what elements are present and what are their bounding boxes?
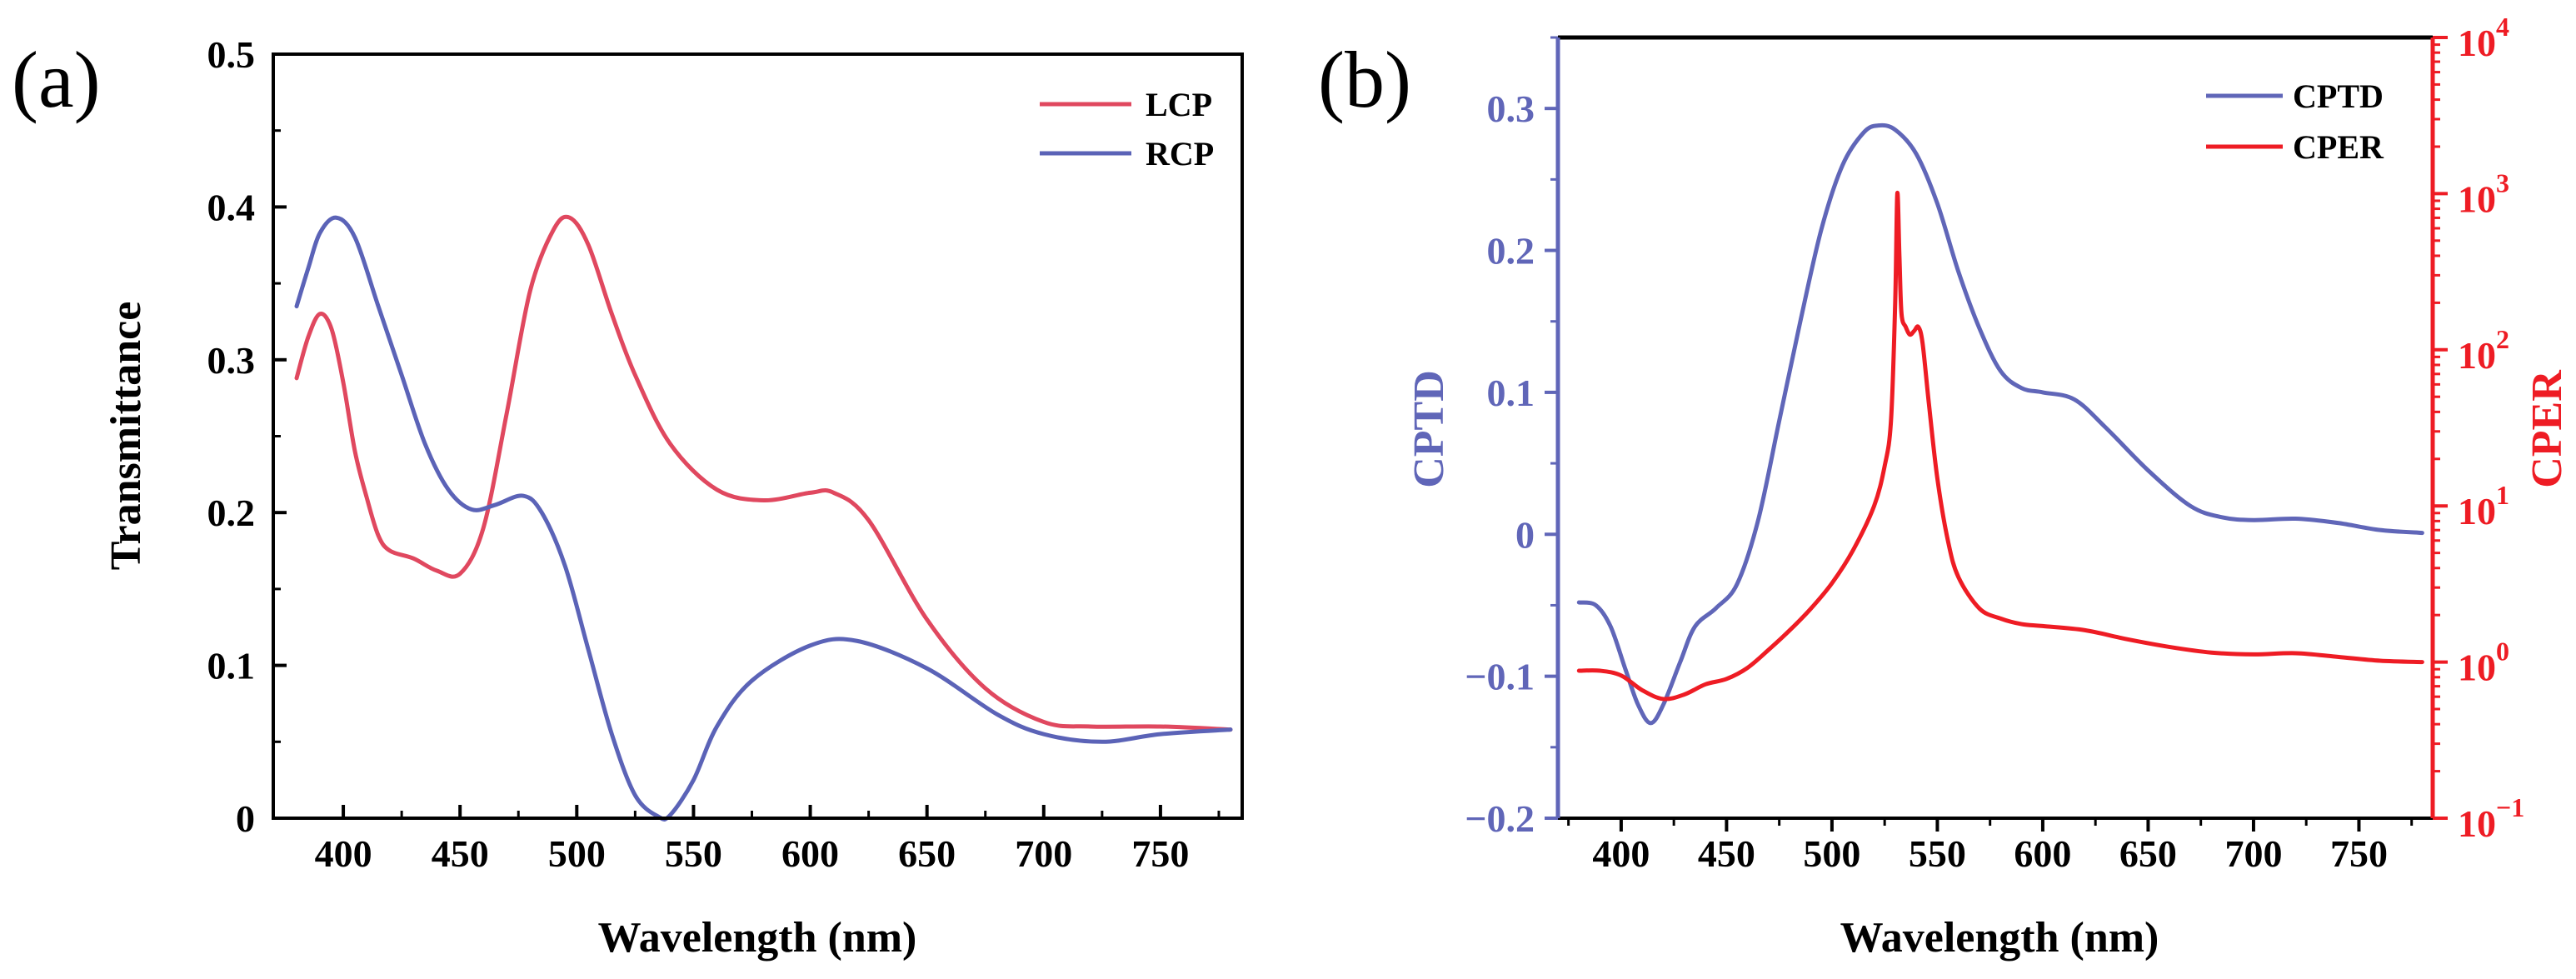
x-tick-label: 650 [898, 832, 956, 875]
y-tick-label: 0.3 [207, 339, 256, 382]
panel-b-plot-area [1576, 122, 2424, 726]
x-tick-label: 450 [1698, 832, 1755, 875]
left-y-tick-label: 0 [1515, 513, 1535, 556]
series-lcp-line [294, 214, 1233, 732]
panel-a-chart: (a) 400 450 500 550 600 650 700 750 00.10.20.30… [12, 33, 1244, 962]
panel-a-x-ticks: 400 450 500 550 600 650 700 750 [315, 805, 1221, 875]
y-tick-label: 0.1 [207, 645, 256, 687]
panel-b-x-ticks: 400 450 500 550 600 650 700 750 [1567, 818, 2414, 875]
x-tick-label: 750 [2330, 832, 2388, 875]
x-tick-label: 500 [1803, 832, 1860, 875]
panel-b-x-axis-title: Wavelength (nm) [1840, 914, 2159, 962]
y-tick-label: 0.5 [207, 33, 256, 76]
x-tick-label: 450 [432, 832, 489, 875]
x-tick-label: 600 [781, 832, 839, 875]
x-tick-label: 700 [1015, 832, 1072, 875]
legend-lcp-label: LCP [1146, 86, 1212, 123]
series-rcp-line [294, 215, 1233, 822]
panel-a-y-ticks: 0 0.1 0.2 0.3 0.4 0.5 [207, 33, 287, 840]
panel-a-label: (a) [12, 35, 101, 124]
y-tick-label: 0 [236, 797, 255, 840]
left-y-tick-label: −0.1 [1465, 656, 1535, 698]
right-y-tick-label: 103 [2458, 167, 2509, 220]
panel-b-left-y-axis-title: CPTD [1405, 370, 1453, 488]
right-y-tick-label: 100 [2458, 637, 2509, 689]
panel-a-frame [272, 52, 1244, 820]
panel-b-legend: CPTD CPER [2206, 77, 2384, 166]
left-y-tick-label: −0.2 [1465, 797, 1535, 840]
panel-a-legend: LCP RCP [1040, 86, 1214, 172]
panel-a-y-axis-title: Transmittance [102, 302, 150, 571]
right-y-tick-label: 10−1 [2458, 792, 2524, 845]
right-y-tick-label: 104 [2458, 12, 2509, 64]
x-tick-label: 700 [2224, 832, 2282, 875]
panel-b-left-y-ticks: −0.2 −0.1 0 0.1 0.2 0.3 [1465, 36, 1558, 840]
panel-a-x-axis-title: Wavelength (nm) [598, 914, 917, 962]
y-tick-label: 0.2 [207, 492, 256, 534]
x-tick-label: 400 [315, 832, 372, 875]
series-cper-line [1576, 191, 2424, 702]
panel-b-right-y-ticks: 10−1 100 101 102 103 104 [2433, 12, 2524, 845]
right-y-tick-label: 102 [2458, 324, 2509, 377]
left-y-tick-label: 0.1 [1487, 372, 1535, 414]
panel-a-plot-area [294, 214, 1233, 822]
x-tick-label: 400 [1592, 832, 1650, 875]
panel-b-label: (b) [1318, 35, 1411, 124]
x-tick-label: 500 [548, 832, 606, 875]
left-y-tick-label: 0.2 [1487, 230, 1535, 272]
panel-b-right-y-axis-title: CPER [2524, 369, 2571, 488]
x-tick-label: 600 [2014, 832, 2071, 875]
y-tick-label: 0.4 [207, 186, 256, 228]
right-y-tick-label: 101 [2458, 480, 2509, 532]
panel-b-chart: (b) 400 450 500 550 600 650 700 750 −0.2 −0.1 0 0.… [1318, 12, 2571, 962]
left-y-tick-label: 0.3 [1487, 87, 1535, 130]
x-tick-label: 550 [1909, 832, 1966, 875]
legend-cptd-label: CPTD [2293, 77, 2384, 115]
legend-cper-label: CPER [2293, 128, 2384, 166]
legend-rcp-label: RCP [1146, 135, 1214, 172]
series-cptd-line [1576, 122, 2424, 726]
x-tick-label: 650 [2119, 832, 2177, 875]
x-tick-label: 750 [1131, 832, 1189, 875]
x-tick-label: 550 [665, 832, 722, 875]
